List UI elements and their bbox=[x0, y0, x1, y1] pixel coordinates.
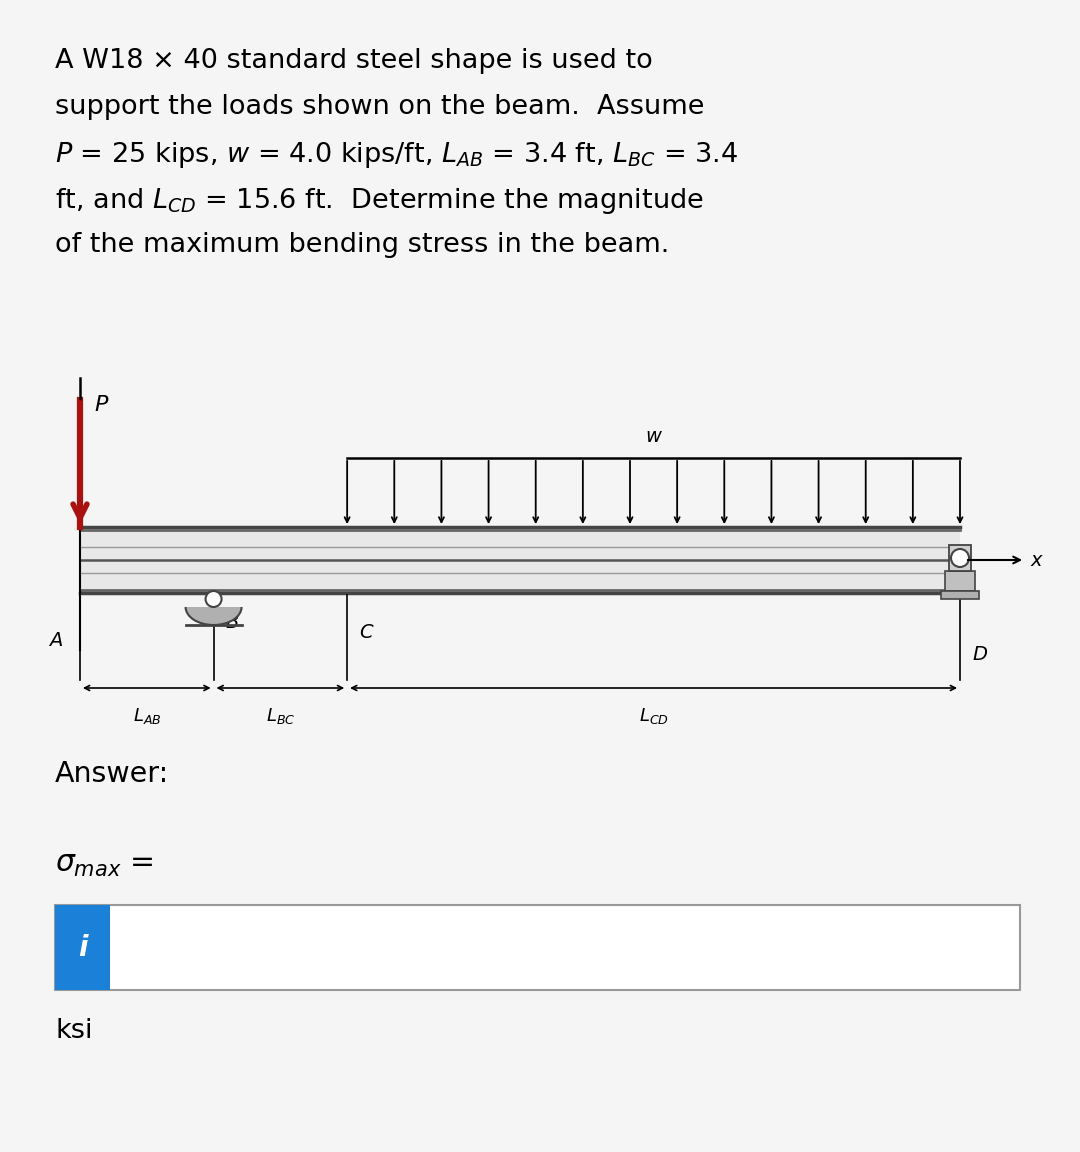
Text: A: A bbox=[49, 630, 62, 650]
Text: D: D bbox=[972, 645, 987, 665]
Text: $L_{CD}$: $L_{CD}$ bbox=[638, 706, 669, 726]
Circle shape bbox=[951, 550, 969, 567]
Bar bbox=[55, 905, 110, 990]
Circle shape bbox=[205, 591, 221, 607]
Text: w: w bbox=[646, 427, 662, 446]
Text: support the loads shown on the beam.  Assume: support the loads shown on the beam. Ass… bbox=[55, 94, 704, 120]
Text: $\sigma_{max}$ =: $\sigma_{max}$ = bbox=[55, 850, 153, 879]
Text: $L_{AB}$: $L_{AB}$ bbox=[133, 706, 161, 726]
Text: of the maximum bending stress in the beam.: of the maximum bending stress in the bea… bbox=[55, 232, 670, 258]
Polygon shape bbox=[186, 607, 242, 626]
Text: ft, and $L_{CD}$ = 15.6 ft.  Determine the magnitude: ft, and $L_{CD}$ = 15.6 ft. Determine th… bbox=[55, 185, 704, 217]
Text: P: P bbox=[94, 395, 107, 415]
Bar bbox=[945, 571, 975, 591]
Bar bbox=[941, 591, 978, 599]
Text: A W18 × 40 standard steel shape is used to: A W18 × 40 standard steel shape is used … bbox=[55, 48, 652, 74]
Text: $L_{BC}$: $L_{BC}$ bbox=[266, 706, 295, 726]
Text: i: i bbox=[78, 933, 87, 962]
Text: Answer:: Answer: bbox=[55, 760, 170, 788]
Text: C: C bbox=[360, 622, 373, 642]
Bar bbox=[80, 530, 960, 590]
Bar bbox=[55, 905, 1020, 990]
Text: B: B bbox=[226, 613, 239, 631]
Text: ksi: ksi bbox=[55, 1018, 93, 1044]
Text: x: x bbox=[1030, 551, 1041, 569]
Text: $P$ = 25 kips, $w$ = 4.0 kips/ft, $L_{AB}$ = 3.4 ft, $L_{BC}$ = 3.4: $P$ = 25 kips, $w$ = 4.0 kips/ft, $L_{AB… bbox=[55, 141, 738, 170]
Bar bbox=[949, 545, 971, 571]
